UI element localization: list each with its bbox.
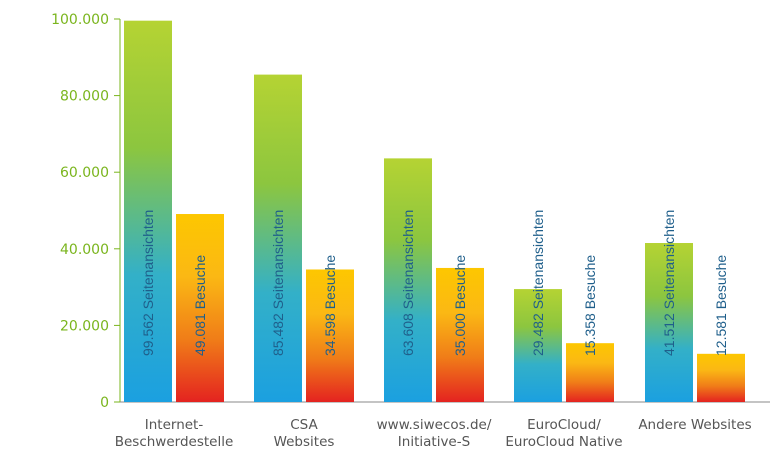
bar-value-label: 85.482 Seitenansichten xyxy=(270,210,286,356)
x-category-label: Beschwerdestelle xyxy=(115,434,234,450)
y-tick-label: 100.000 xyxy=(51,12,109,28)
x-category-label: Websites xyxy=(274,434,335,450)
x-category-label: Initiative-S xyxy=(398,434,470,450)
bar-besuche xyxy=(697,353,745,402)
y-tick-label: 60.000 xyxy=(60,165,109,181)
bar-seitenansichten xyxy=(254,74,302,402)
bar-value-label: 35.000 Besuche xyxy=(452,255,468,356)
y-tick-label: 80.000 xyxy=(60,89,109,105)
bar-value-label: 99.562 Seitenansichten xyxy=(140,210,156,356)
bar-besuche xyxy=(306,269,354,402)
x-category-label: CSA xyxy=(290,417,318,433)
y-tick-label: 0 xyxy=(100,395,109,411)
bar-seitenansichten xyxy=(384,158,432,402)
x-category-label: Andere Websites xyxy=(638,417,751,433)
bar-besuche xyxy=(176,214,224,402)
bar-value-label: 15.358 Besuche xyxy=(582,255,598,356)
x-category-label: EuroCloud/ xyxy=(527,417,601,433)
x-category-label: Internet- xyxy=(145,417,204,433)
bar-seitenansichten xyxy=(124,20,172,402)
bar-value-label: 49.081 Besuche xyxy=(192,255,208,356)
bar-seitenansichten xyxy=(645,243,693,402)
bar-besuche xyxy=(566,343,614,402)
y-tick-label: 40.000 xyxy=(60,242,109,258)
bar-value-label: 34.598 Besuche xyxy=(322,255,338,356)
bar-value-label: 41.512 Seitenansichten xyxy=(661,210,677,356)
bar-besuche xyxy=(436,267,484,402)
bar-value-label: 63.608 Seitenansichten xyxy=(400,210,416,356)
bar-value-label: 29.482 Seitenansichten xyxy=(530,210,546,356)
bar-value-label: 12.581 Besuche xyxy=(713,255,729,356)
x-category-label: www.siwecos.de/ xyxy=(377,417,492,433)
bar-seitenansichten xyxy=(514,289,562,402)
y-tick-label: 20.000 xyxy=(60,318,109,334)
x-category-label: EuroCloud Native xyxy=(505,434,622,450)
